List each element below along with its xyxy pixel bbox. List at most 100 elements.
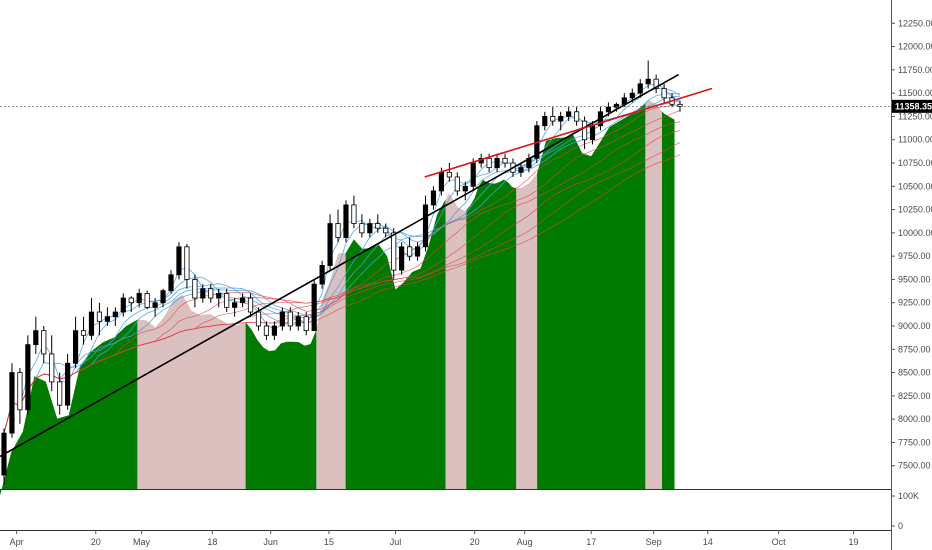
candle-body-6 xyxy=(49,353,55,383)
shaded-region-6 xyxy=(466,179,517,489)
x-tick-label-12: Oct xyxy=(772,537,787,547)
candle-body-15 xyxy=(120,297,126,313)
candle-body-46 xyxy=(367,223,373,234)
y-tick-label-15: 11250.00 xyxy=(898,111,932,121)
y-tick-label-16: 11500.00 xyxy=(898,88,932,98)
candle-body-52 xyxy=(414,246,421,257)
candle-body-71 xyxy=(566,111,572,117)
volume-tick-label-100k: 100K xyxy=(898,491,919,501)
candle-body-25 xyxy=(200,288,206,299)
trendlines xyxy=(0,73,713,458)
x-tick-label-3: 18 xyxy=(207,537,217,547)
candle-body-31 xyxy=(247,297,254,313)
last-price-label-text: 11358.35 xyxy=(895,101,932,111)
volume-axis: 100K 0 xyxy=(891,491,919,531)
y-tick-label-7: 9250.00 xyxy=(898,298,931,308)
shaded-region-2 xyxy=(245,322,317,489)
x-tick-label-5: 15 xyxy=(324,537,334,547)
y-axis-ticks: 7500.00 7750.00 8000.00 8250.00 8500.00 8750.… xyxy=(891,18,932,471)
candle-body-74 xyxy=(589,125,596,141)
shaded-region-0 xyxy=(0,319,138,496)
candle-body-56 xyxy=(446,171,452,178)
candle-body-21 xyxy=(168,274,174,292)
candle-body-73 xyxy=(581,120,588,141)
candle-body-13 xyxy=(104,316,110,322)
ma-blue-1 xyxy=(3,88,681,434)
candle-body-11 xyxy=(88,311,95,336)
candle-body-77 xyxy=(613,103,619,108)
y-tick-label-1: 7750.00 xyxy=(898,437,931,447)
candle-body-38 xyxy=(303,316,309,332)
candle-body-9 xyxy=(72,330,79,364)
x-tick-label-2: May xyxy=(133,537,151,547)
volume-tick-label-0: 0 xyxy=(898,521,903,531)
candle-body-61 xyxy=(486,157,492,169)
candle-body-80 xyxy=(637,83,643,94)
candle-body-41 xyxy=(327,223,333,266)
candle-body-39 xyxy=(311,283,317,332)
candle-body-59 xyxy=(470,162,476,187)
trendline-0 xyxy=(0,73,680,458)
candle-body-30 xyxy=(240,297,246,304)
ma-red-5 xyxy=(3,154,681,434)
y-tick-label-12: 10500.00 xyxy=(898,181,932,191)
shaded-region-1 xyxy=(137,294,246,489)
candle-body-5 xyxy=(41,330,47,355)
candle-body-79 xyxy=(629,92,635,99)
candle-body-18 xyxy=(144,292,150,308)
candle-body-4 xyxy=(33,330,39,346)
candle-body-34 xyxy=(271,325,277,336)
candle-body-50 xyxy=(399,246,405,271)
candle-body-33 xyxy=(263,325,270,336)
candle-body-76 xyxy=(605,106,612,113)
ma-red-0 xyxy=(3,104,681,434)
candle-body-20 xyxy=(160,290,166,304)
candle-body-17 xyxy=(136,292,142,304)
ma-blue-3 xyxy=(3,95,681,434)
candle-body-42 xyxy=(335,223,341,238)
shaded-region-9 xyxy=(645,99,662,489)
y-tick-label-13: 10750.00 xyxy=(898,158,932,168)
candle-body-14 xyxy=(112,311,118,318)
candle-body-49 xyxy=(391,232,397,271)
shaded-region-4 xyxy=(345,199,446,489)
x-tick-label-13: 19 xyxy=(849,537,859,547)
candle-body-47 xyxy=(375,223,381,229)
x-tick-label-7: 20 xyxy=(470,537,480,547)
y-tick-label-8: 9500.00 xyxy=(898,274,931,284)
candle-body-44 xyxy=(351,204,357,224)
trendline-1 xyxy=(424,87,713,178)
x-tick-label-4: Jun xyxy=(263,537,278,547)
candle-body-70 xyxy=(558,116,564,122)
candle-body-35 xyxy=(279,311,285,327)
candle-body-48 xyxy=(383,227,389,234)
candle-body-63 xyxy=(502,157,508,164)
shaded-regions xyxy=(0,99,675,496)
candle-body-24 xyxy=(192,279,198,299)
candle-body-8 xyxy=(65,362,71,406)
candle-body-54 xyxy=(430,190,437,206)
y-tick-label-11: 10250.00 xyxy=(898,205,932,215)
candle-body-62 xyxy=(494,157,500,169)
y-tick-label-0: 7500.00 xyxy=(898,461,931,471)
y-tick-label-2: 8000.00 xyxy=(898,414,931,424)
y-tick-label-10: 10000.00 xyxy=(898,228,932,238)
candle-body-29 xyxy=(232,302,238,308)
candle-body-51 xyxy=(407,246,413,257)
candle-body-12 xyxy=(96,311,103,322)
x-tick-label-0: Apr xyxy=(10,537,24,547)
x-tick-label-11: 14 xyxy=(703,537,713,547)
candle-body-55 xyxy=(438,171,444,192)
candle-body-36 xyxy=(287,311,293,327)
candle-body-43 xyxy=(343,204,349,238)
candle-body-82 xyxy=(653,78,659,89)
candle-body-57 xyxy=(454,176,460,192)
candle-body-81 xyxy=(645,78,651,85)
candle-body-16 xyxy=(128,297,134,304)
last-price-label-box xyxy=(892,99,932,113)
candle-body-65 xyxy=(518,167,524,173)
candle-body-68 xyxy=(542,116,548,127)
candle-body-28 xyxy=(224,292,230,308)
x-tick-label-1: 20 xyxy=(91,537,101,547)
